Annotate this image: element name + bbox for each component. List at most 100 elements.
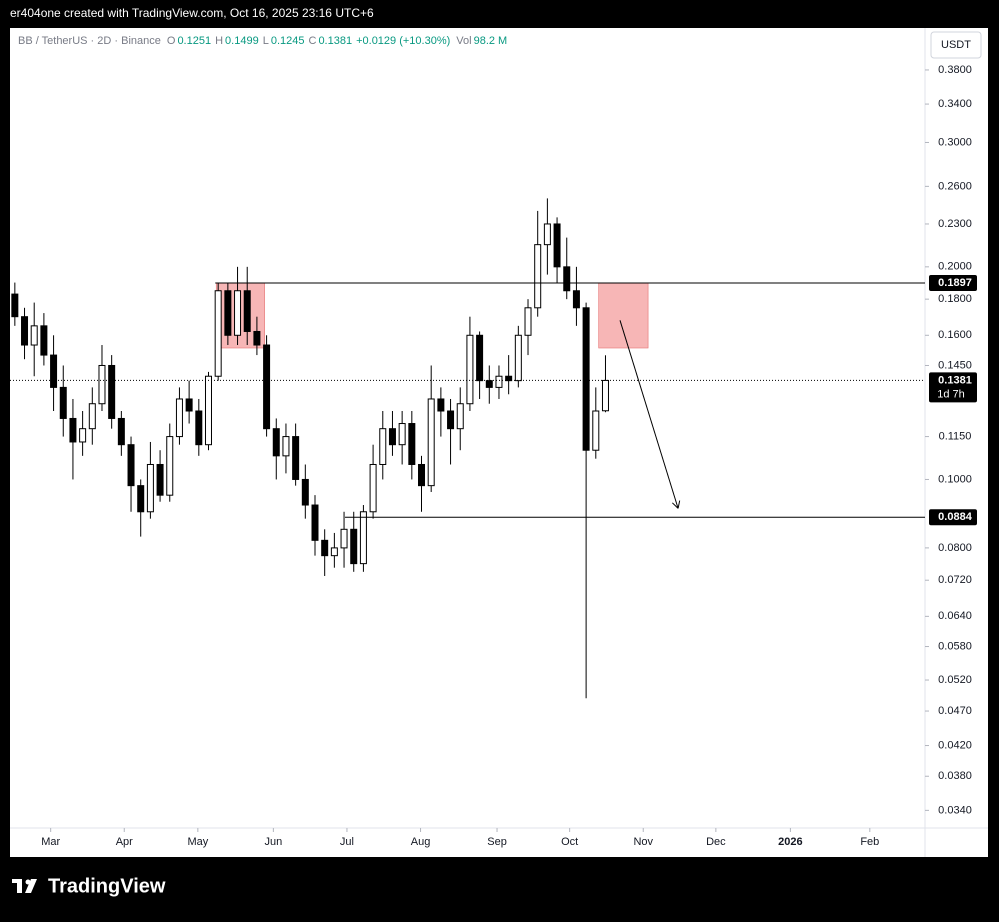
level-label: 0.0884 (938, 511, 973, 523)
x-tick-label: Jun (264, 836, 282, 848)
legend: BB / TetherUS · 2D · Binance O 0.1251 H 0.14… (18, 35, 507, 47)
candle-body (224, 290, 232, 336)
level-label-bg (929, 275, 977, 292)
ohlc-value: 0.1245 (271, 35, 305, 47)
candle-body (146, 463, 154, 513)
y-tick-label: 0.0470 (938, 705, 972, 717)
y-tick-label: 0.1800 (938, 293, 972, 305)
ohlc-key: L (263, 35, 269, 47)
candle-body (156, 463, 164, 496)
candle-body (388, 428, 396, 446)
candle-body (572, 290, 580, 309)
candle-body (234, 290, 242, 336)
candle-body (476, 334, 484, 382)
ohlc-key: O (167, 35, 176, 47)
candle-body (21, 316, 29, 346)
candle-body (321, 539, 329, 557)
y-tick-label: 0.3000 (938, 136, 972, 148)
candle-body (30, 325, 38, 346)
y-tick-label: 0.3800 (938, 64, 972, 76)
candle-body (204, 375, 212, 446)
candle-body (292, 436, 300, 480)
x-tick-label: Dec (706, 836, 726, 848)
y-tick-label: 0.0640 (938, 610, 972, 622)
candle-body (69, 417, 77, 443)
change: +0.0129 (+10.30%) (356, 35, 450, 47)
candle-body (127, 444, 135, 487)
candle-body (398, 423, 406, 446)
candle-body (485, 380, 493, 388)
candle-body (418, 463, 426, 487)
arrow (619, 320, 679, 509)
candle-body (330, 547, 338, 557)
y-tick-label: 0.3400 (938, 98, 972, 110)
candle-body (350, 528, 358, 565)
symbol: BB / TetherUS · 2D · Binance (18, 35, 161, 47)
header: er404one created with TradingView.com, O… (10, 6, 374, 20)
candle-body (408, 423, 416, 465)
arrow-head (672, 502, 679, 509)
y-tick-label: 0.2300 (938, 218, 972, 230)
y-tick-label: 0.0580 (938, 640, 972, 652)
candle-body (253, 330, 261, 346)
currency[interactable]: USDT (941, 39, 971, 51)
x-tick-label: 2026 (778, 836, 802, 848)
candle-body (263, 344, 271, 430)
volume-key: Vol (456, 35, 471, 47)
chart-pane (10, 28, 988, 857)
level-label-bg (929, 509, 977, 526)
candle-body (543, 223, 551, 246)
y-tick-label: 0.0800 (938, 542, 972, 554)
candle-body (195, 410, 203, 446)
candle-body (524, 307, 532, 336)
ohlc-value: 0.1499 (225, 35, 259, 47)
candle-body (369, 463, 377, 513)
ohlc-key: C (308, 35, 316, 47)
volume-value: 98.2 M (474, 35, 508, 47)
y-tick-label: 0.0340 (938, 804, 972, 816)
brand: TradingView (48, 875, 166, 897)
x-tick-label: Oct (561, 836, 578, 848)
zone (598, 282, 649, 349)
x-tick-label: Mar (41, 836, 60, 848)
candle-body (466, 334, 474, 405)
candle-body (88, 403, 96, 430)
candle-body (11, 293, 19, 318)
countdown: 1d 7h (937, 388, 965, 400)
currency-button[interactable] (930, 31, 982, 59)
y-tick-label: 0.2600 (938, 180, 972, 192)
x-tick-label: Aug (411, 836, 431, 848)
y-tick-label: 0.1150 (939, 430, 972, 442)
candle-body (379, 428, 387, 465)
candle-body (50, 354, 58, 388)
level-label: 0.1897 (938, 277, 972, 289)
y-tick-label: 0.0520 (938, 674, 972, 686)
candle-body (582, 307, 590, 451)
candle-body (495, 375, 503, 388)
x-tick-label: Nov (633, 836, 653, 848)
candle-body (98, 364, 106, 405)
candle-body (427, 398, 435, 487)
candle-body (301, 478, 309, 506)
x-tick-label: Feb (860, 836, 879, 848)
y-tick-label: 0.0380 (938, 770, 972, 782)
candle-body (59, 386, 67, 419)
candle-body (175, 398, 183, 438)
x-tick-label: Sep (487, 836, 507, 848)
y-tick-label: 0.2000 (938, 261, 972, 273)
candle-body (447, 410, 455, 430)
x-tick-label: May (187, 836, 208, 848)
candle-body (456, 403, 464, 430)
y-tick-label: 0.0420 (938, 739, 972, 751)
x-tick-label: Apr (116, 836, 133, 848)
y-tick-label: 0.1600 (938, 329, 972, 341)
candle-body (166, 436, 174, 496)
last-price-label: 0.1381 (938, 374, 972, 386)
candle-body (272, 428, 280, 457)
candle-body (311, 504, 319, 541)
candle-body (340, 528, 348, 549)
candle-body (117, 417, 125, 446)
ohlc-value: 0.1381 (318, 35, 352, 47)
